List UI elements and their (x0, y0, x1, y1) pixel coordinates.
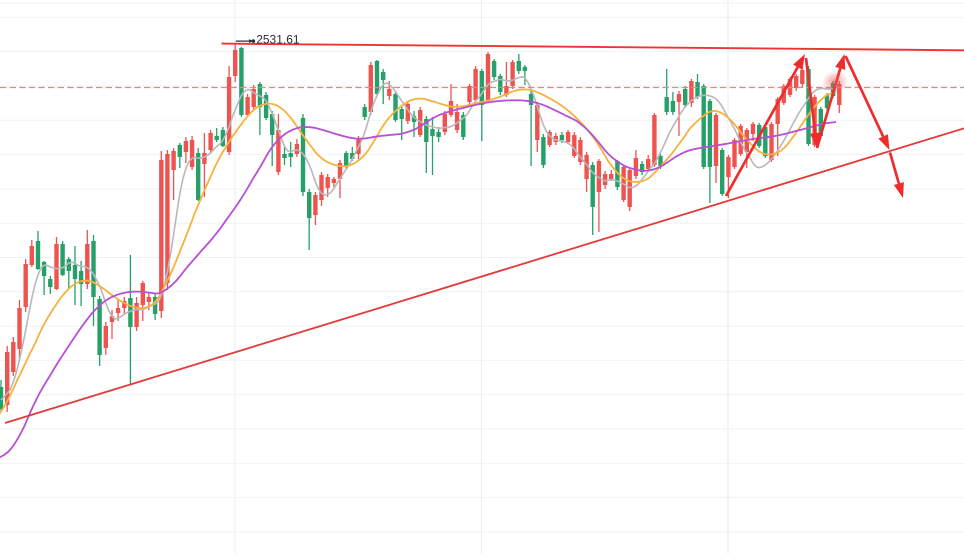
svg-text:2531.61: 2531.61 (256, 33, 300, 47)
